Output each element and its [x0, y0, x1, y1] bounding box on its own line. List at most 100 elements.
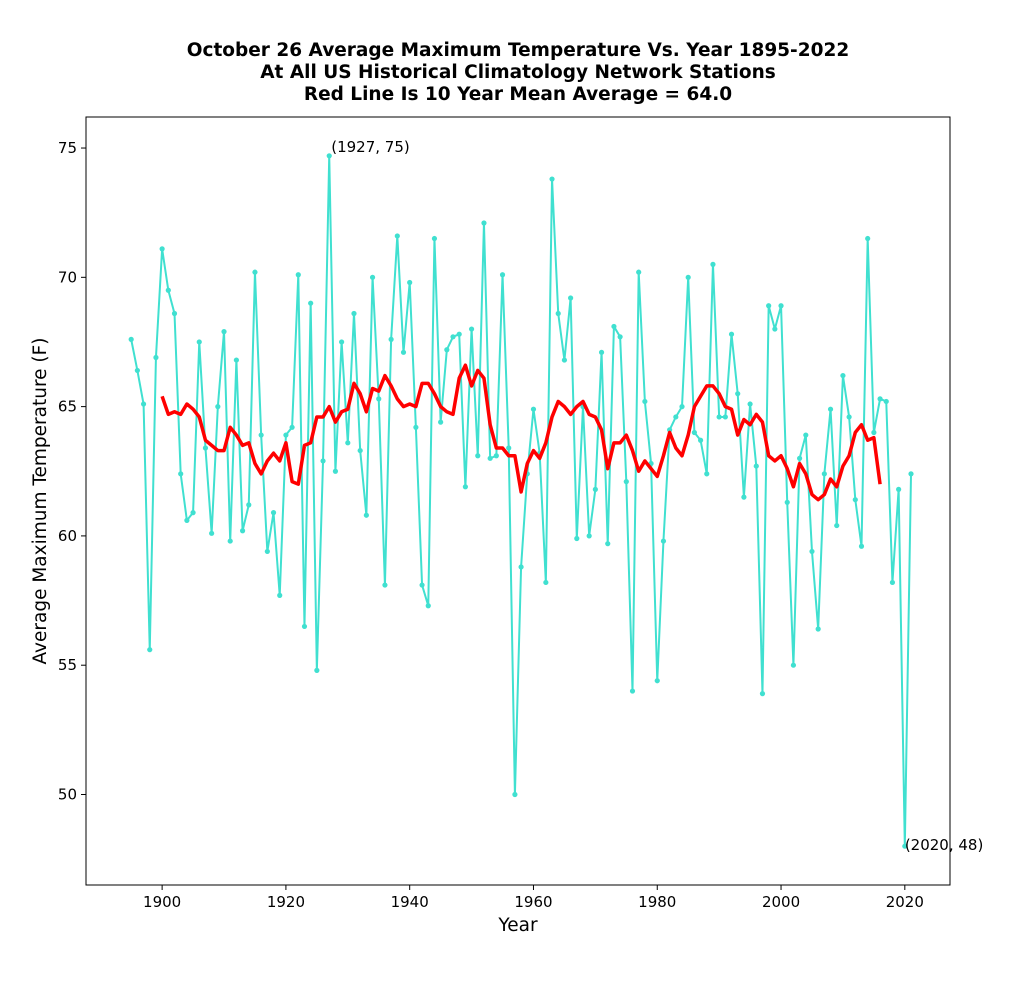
temperature-point: [543, 579, 549, 586]
temperature-point: [865, 235, 871, 242]
temperature-point: [283, 432, 289, 438]
temperature-point: [499, 272, 506, 278]
temperature-point: [679, 404, 685, 410]
temperature-point: [444, 347, 450, 353]
temperature-point: [239, 528, 246, 534]
temperature-point: [623, 479, 629, 485]
temperature-point: [747, 401, 753, 407]
temperature-point: [308, 300, 314, 306]
temperature-point: [821, 471, 827, 477]
y-tick-label: 55: [58, 656, 77, 674]
temperature-point: [493, 453, 499, 459]
temperature-point: [258, 432, 264, 438]
temperature-point: [289, 424, 295, 430]
temperature-point: [549, 176, 555, 182]
temperature-point: [184, 517, 190, 523]
temperature-point: [394, 233, 400, 239]
temperature-point: [407, 279, 413, 286]
temperature-point: [889, 579, 896, 586]
temperature-point: [246, 502, 252, 508]
y-tick-label: 60: [58, 527, 77, 545]
temperature-point: [852, 497, 858, 503]
temperature-point: [413, 424, 419, 430]
temperature-point: [629, 688, 636, 694]
temperature-point: [598, 349, 605, 355]
temperature-point: [636, 269, 642, 275]
temperature-point: [685, 274, 691, 280]
y-tick-label: 65: [58, 398, 77, 416]
temperature-point: [128, 336, 134, 342]
temperature-point: [506, 445, 512, 451]
temperature-point: [512, 791, 518, 798]
temperature-point: [772, 326, 778, 332]
temperature-point: [209, 530, 215, 536]
temperature-point: [326, 153, 332, 159]
temperature-point: [530, 406, 537, 412]
x-tick-label: 1920: [267, 893, 305, 911]
temperature-point: [871, 429, 877, 436]
temperature-point: [716, 414, 722, 420]
temperature-point: [363, 512, 369, 518]
chart-title-line-1: October 26 Average Maximum Temperature V…: [187, 40, 849, 61]
temperature-point: [357, 447, 363, 454]
x-tick-label: 2000: [762, 893, 800, 911]
ten-year-mean-line: [160, 363, 882, 502]
temperature-point: [475, 453, 481, 459]
annotation-min: (2020, 48): [905, 836, 984, 854]
y-tick-label: 75: [58, 139, 77, 157]
temperature-point: [673, 414, 679, 420]
temperature-point: [147, 647, 153, 653]
temperature-point: [388, 336, 394, 342]
temperature-point: [803, 432, 809, 438]
temperature-point: [339, 339, 345, 345]
temperature-series: [128, 153, 914, 849]
temperature-point: [468, 326, 475, 332]
temperature-point: [766, 303, 772, 309]
temperature-point: [376, 396, 382, 402]
temperature-point: [369, 274, 376, 280]
temperature-point: [617, 334, 623, 340]
chart-title-line-3: Red Line Is 10 Year Mean Average = 64.0: [304, 84, 732, 105]
temperature-point: [592, 486, 598, 492]
temperature-point: [704, 471, 710, 477]
temperature-point: [400, 349, 407, 355]
temperature-point: [605, 541, 611, 547]
temperature-point: [450, 334, 456, 340]
temperature-point: [301, 623, 308, 630]
x-tick-label: 1960: [514, 893, 552, 911]
temperature-point: [314, 667, 320, 673]
temperature-point: [252, 269, 258, 275]
ten-year-mean-series: [160, 363, 882, 502]
temperature-point: [438, 419, 444, 425]
temperature-point: [462, 484, 468, 490]
temperature-point: [382, 582, 388, 588]
temperature-point: [295, 272, 301, 278]
temperature-point: [815, 626, 821, 632]
temperature-point: [908, 471, 914, 477]
temperature-point: [518, 564, 524, 570]
x-tick-label: 1980: [638, 893, 676, 911]
temperature-point: [487, 455, 493, 461]
temperature-point: [846, 414, 852, 420]
temperature-point: [270, 510, 277, 516]
temperature-point: [153, 354, 159, 361]
temperature-point: [753, 463, 759, 469]
y-axis-label: Average Maximum Temperature (F): [30, 337, 51, 664]
y-axis-ticks: 50 55 60 65 70 75: [58, 139, 86, 803]
temperature-point: [134, 367, 140, 374]
temperature-point: [165, 287, 171, 293]
temperature-point: [419, 582, 425, 588]
temperature-point: [332, 468, 339, 474]
temperature-point: [735, 391, 741, 397]
temperature-point: [728, 331, 735, 337]
temperature-point: [425, 603, 431, 609]
temperature-point: [221, 329, 227, 335]
temperature-point: [902, 843, 908, 849]
temperature-point: [827, 406, 834, 412]
plot-area: [85, 116, 951, 886]
temperature-point: [883, 398, 889, 405]
temperature-point: [555, 310, 561, 317]
temperature-point: [140, 401, 147, 407]
temperature-point: [233, 357, 239, 363]
